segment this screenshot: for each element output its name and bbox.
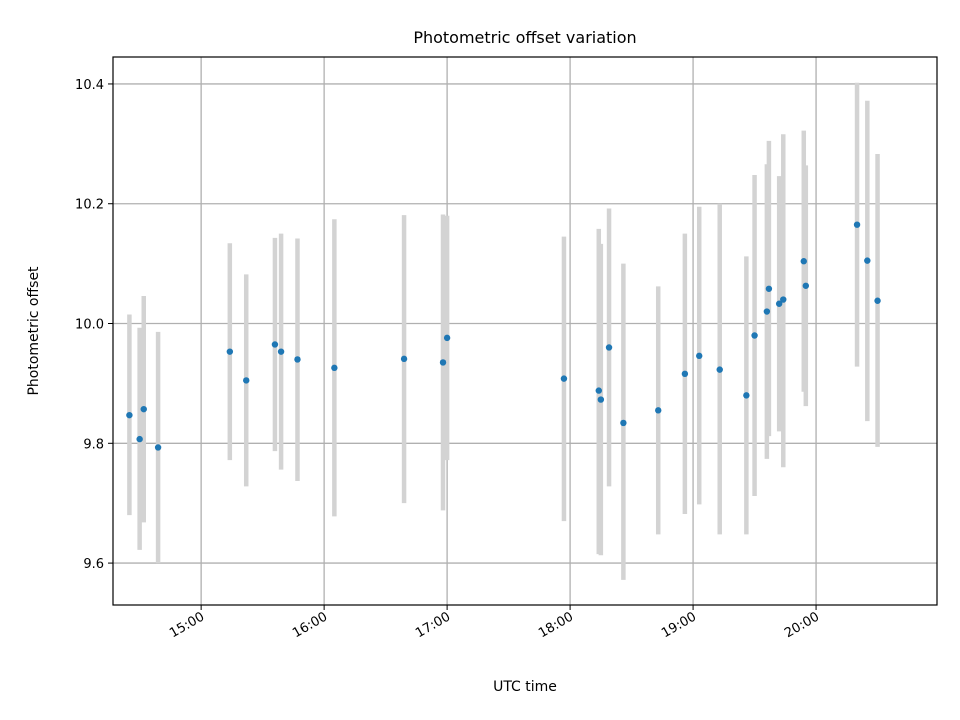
y-axis-label: Photometric offset — [26, 266, 42, 396]
data-point — [277, 348, 285, 355]
data-point — [439, 359, 447, 366]
data-point — [140, 405, 147, 413]
data-point — [681, 370, 689, 378]
data-point — [874, 297, 881, 304]
data-point — [655, 407, 662, 414]
y-tick-label: 10.0 — [75, 318, 104, 333]
chart-title: Photometric offset variation — [413, 28, 636, 47]
data-point — [126, 411, 133, 419]
data-point — [620, 419, 627, 427]
plot-frame — [112, 56, 938, 606]
y-tick-label: 9.6 — [83, 557, 104, 572]
y-tick-label: 10.4 — [75, 78, 104, 93]
data-point — [751, 332, 758, 339]
data-points — [126, 221, 881, 451]
data-point — [597, 396, 605, 403]
data-point — [763, 308, 771, 315]
data-point — [765, 285, 773, 292]
data-point — [443, 334, 451, 342]
data-point — [864, 257, 871, 264]
data-point — [716, 366, 723, 373]
y-tick-label: 10.2 — [75, 198, 104, 213]
data-point — [560, 375, 568, 382]
data-point — [743, 392, 750, 399]
data-point — [605, 344, 613, 351]
data-point — [243, 377, 250, 384]
y-axis-ticks: 9.6 9.8 10.0 10.2 10.4 — [75, 78, 113, 572]
data-point — [802, 282, 810, 289]
x-axis-label: UTC time — [493, 679, 557, 695]
data-point — [696, 352, 703, 360]
data-point — [800, 258, 807, 265]
data-point — [595, 387, 602, 394]
data-point — [154, 444, 162, 451]
data-point — [136, 435, 143, 443]
data-point — [780, 296, 787, 303]
data-point — [331, 364, 338, 372]
data-point — [271, 341, 279, 348]
data-point — [400, 355, 408, 363]
data-point — [853, 221, 861, 228]
data-point — [226, 348, 234, 355]
data-point — [775, 300, 783, 307]
y-tick-label: 9.8 — [83, 437, 104, 452]
data-point — [294, 356, 301, 363]
